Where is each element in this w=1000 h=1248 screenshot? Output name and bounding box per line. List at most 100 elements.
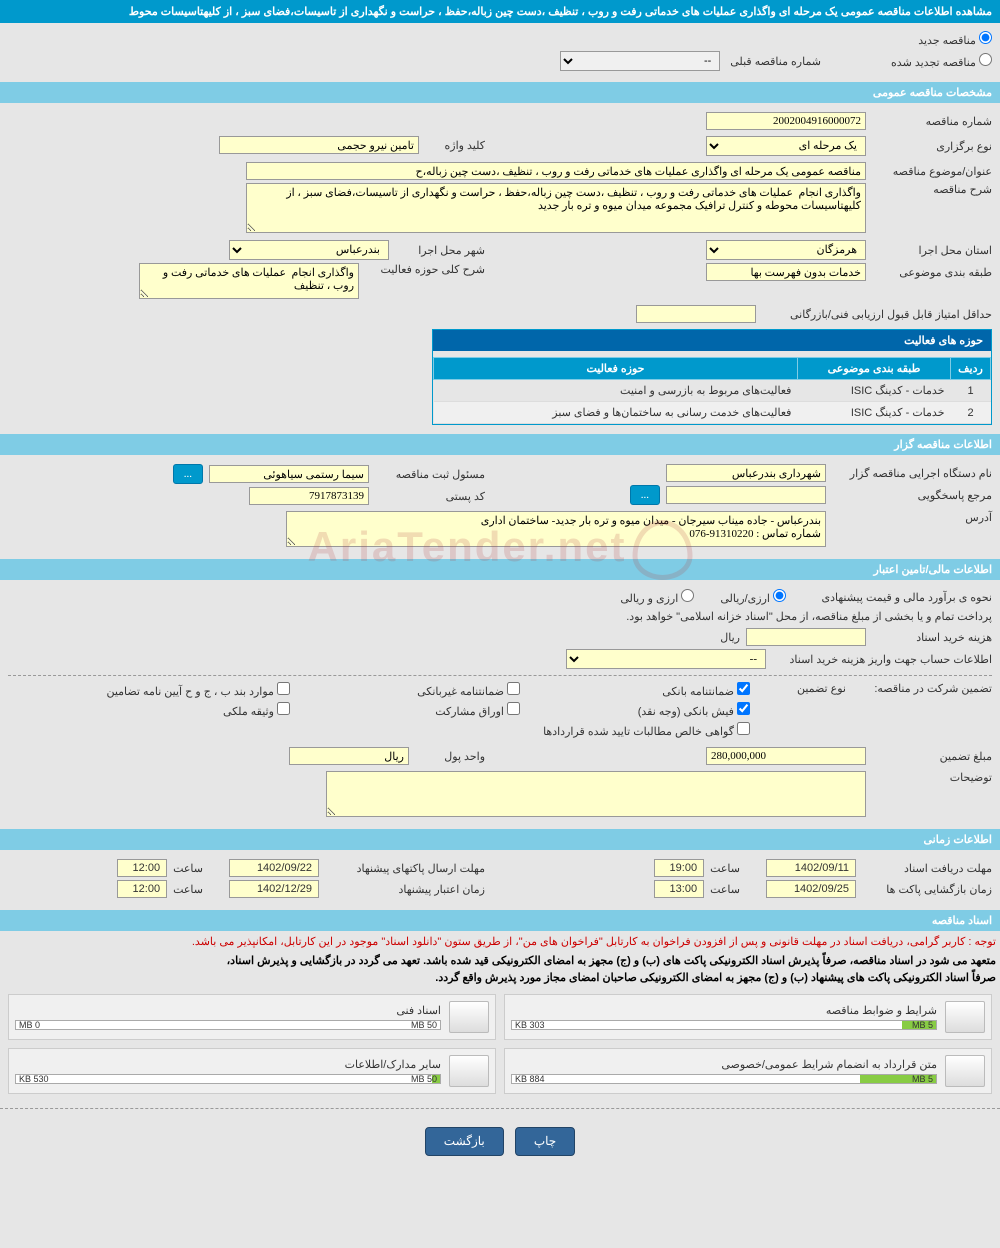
ref-input[interactable] [666,486,826,504]
notes-label: توضیحات [872,771,992,784]
folder-icon [945,1001,985,1033]
chk-bylaw[interactable]: موارد بند ب ، ج و ح آیین نامه تضامین [90,682,290,698]
regresp-input[interactable] [209,465,369,483]
tender-no-input[interactable] [706,112,866,130]
scope-desc-input[interactable]: واگذاری انجام عملیات های خدماتی رفت و رو… [139,263,359,299]
province-label: استان محل اجرا [872,244,992,257]
prev-tender-select[interactable]: -- [560,51,720,71]
doc-card[interactable]: شرایط و ضوابط مناقصه 5 MB 303 KB [504,994,992,1040]
doc-card[interactable]: سایر مدارک/اطلاعات 50 MB 530 KB [8,1048,496,1094]
valid-label: زمان اعتبار پیشنهاد [325,883,485,896]
guarantee-type-label: نوع تضمین [776,682,846,695]
unit-input[interactable] [289,747,409,765]
notice-black-1: متعهد می شود در اسناد مناقصه، صرفاً پذیر… [0,952,1000,969]
rial-unit: ریال [720,631,740,644]
subject-input[interactable] [246,162,866,180]
treasury-note: پرداخت تمام و یا بخشی از مبلغ مناقصه، از… [8,608,992,625]
table-row: 1خدمات - کدینگ ISICفعالیت‌های مربوط به ب… [434,380,991,402]
class-input[interactable] [706,263,866,281]
chk-cert[interactable]: گواهی خالص مطالبات تایید شده قراردادها [320,722,750,738]
ref-more-button[interactable]: ... [630,485,660,505]
desc-textarea[interactable]: واگذاری انجام عملیات های خدماتی رفت و رو… [246,183,866,233]
open-label: زمان بازگشایی پاکت ها [862,883,992,896]
notice-black-2: صرفاً اسناد الکترونیکی پاکت های پیشنهاد … [0,969,1000,986]
radio-both[interactable]: ارزی و ریالی [620,589,694,605]
doc-title: اسناد فنی [15,1004,441,1017]
class-label: طبقه بندی موضوعی [872,266,992,279]
receive-time-label: ساعت [710,862,740,875]
send-time-label: ساعت [173,862,203,875]
keyword-label: کلید واژه [425,139,485,152]
chk-property[interactable]: وثیقه ملکی [90,702,290,718]
valid-date: 1402/12/29 [229,880,319,898]
section-timing: اطلاعات زمانی [0,829,1000,850]
tender-no-label: شماره مناقصه [872,115,992,128]
regresp-label: مسئول ثبت مناقصه [375,468,485,481]
print-button[interactable]: چاپ [515,1127,575,1156]
section-docs: اسناد مناقصه [0,910,1000,931]
org-input[interactable] [666,464,826,482]
desc-label: شرح مناقصه [872,183,992,196]
doccost-input[interactable] [746,628,866,646]
chk-bank[interactable]: ضمانتنامه بانکی [550,682,750,698]
doc-card[interactable]: متن قرارداد به انضمام شرایط عمومی/خصوصی … [504,1048,992,1094]
keyword-input[interactable] [219,136,419,154]
folder-icon [945,1055,985,1087]
radio-renewed[interactable]: مناقصه تجدید شده [891,53,992,69]
back-button[interactable]: بازگشت [425,1127,504,1156]
open-time-label: ساعت [710,883,740,896]
radio-new-label: مناقصه جدید [918,35,976,47]
doccost-label: هزینه خرید اسناد [872,631,992,644]
page-title: مشاهده اطلاعات مناقصه عمومی یک مرحله ای … [0,0,1000,23]
receive-date: 1402/09/11 [766,859,856,877]
valid-time-label: ساعت [173,883,203,896]
scope-desc-label: شرح کلی حوزه فعالیت [365,263,485,276]
doc-title: شرایط و ضوابط مناقصه [511,1004,937,1017]
regresp-more-button[interactable]: ... [173,464,203,484]
type-label: نوع برگزاری [872,140,992,153]
chk-cash[interactable]: فیش بانکی (وجه نقد) [550,702,750,718]
radio-new[interactable]: مناقصه جدید [918,35,992,47]
unit-label: واحد پول [415,750,485,763]
minscore-label: حداقل امتیاز قابل قبول ارزیابی فنی/بازرگ… [762,308,992,321]
doc-progress: 5 MB 303 KB [511,1020,937,1030]
chk-bonds[interactable]: اوراق مشارکت [320,702,520,718]
estimate-label: نحوه ی برآورد مالی و قیمت پیشنهادی [792,591,992,604]
ref-label: مرجع پاسخگویی [832,489,992,502]
doc-title: متن قرارداد به انضمام شرایط عمومی/خصوصی [511,1058,937,1071]
org-label: نام دستگاه اجرایی مناقصه گزار [832,467,992,480]
city-select[interactable]: بندرعباس [229,240,389,260]
amount-input[interactable] [706,747,866,765]
folder-icon [449,1055,489,1087]
chk-nonbank[interactable]: ضمانتنامه غیربانکی [320,682,520,698]
city-label: شهر محل اجرا [395,244,485,257]
notes-textarea[interactable] [326,771,866,817]
send-date: 1402/09/22 [229,859,319,877]
separator [8,675,992,676]
footer-separator [0,1108,1000,1109]
open-time: 13:00 [654,880,704,898]
radio-rial[interactable]: ارزی/ریالی [720,589,786,605]
postal-input[interactable] [249,487,369,505]
province-select[interactable]: هرمزگان [706,240,866,260]
activities-table: ردیف طبقه بندی موضوعی حوزه فعالیت 1خدمات… [433,357,991,424]
minscore-input[interactable] [636,305,756,323]
account-select[interactable]: -- [566,649,766,669]
activities-title: حوزه های فعالیت [433,330,991,351]
docs-grid: شرایط و ضوابط مناقصه 5 MB 303 KB اسناد ف… [0,986,1000,1102]
section-holder: اطلاعات مناقصه گزار [0,434,1000,455]
address-textarea[interactable]: بندرعباس - جاده میناب سیرجان - میدان میو… [286,511,826,547]
doc-title: سایر مدارک/اطلاعات [15,1058,441,1071]
doc-progress: 5 MB 884 KB [511,1074,937,1084]
section-general: مشخصات مناقصه عمومی [0,82,1000,103]
folder-icon [449,1001,489,1033]
account-label: اطلاعات حساب جهت واریز هزینه خرید اسناد [772,653,992,666]
col-row: ردیف [951,358,991,380]
doc-card[interactable]: اسناد فنی 50 MB 0 MB [8,994,496,1040]
valid-time: 12:00 [117,880,167,898]
guarantee-title: تضمین شرکت در مناقصه: [852,682,992,695]
table-row: 2خدمات - کدینگ ISICفعالیت‌های خدمت رسانی… [434,402,991,424]
footer-buttons: چاپ بازگشت [0,1115,1000,1168]
type-select[interactable]: یک مرحله ای [706,136,866,156]
col-class: طبقه بندی موضوعی [797,358,950,380]
